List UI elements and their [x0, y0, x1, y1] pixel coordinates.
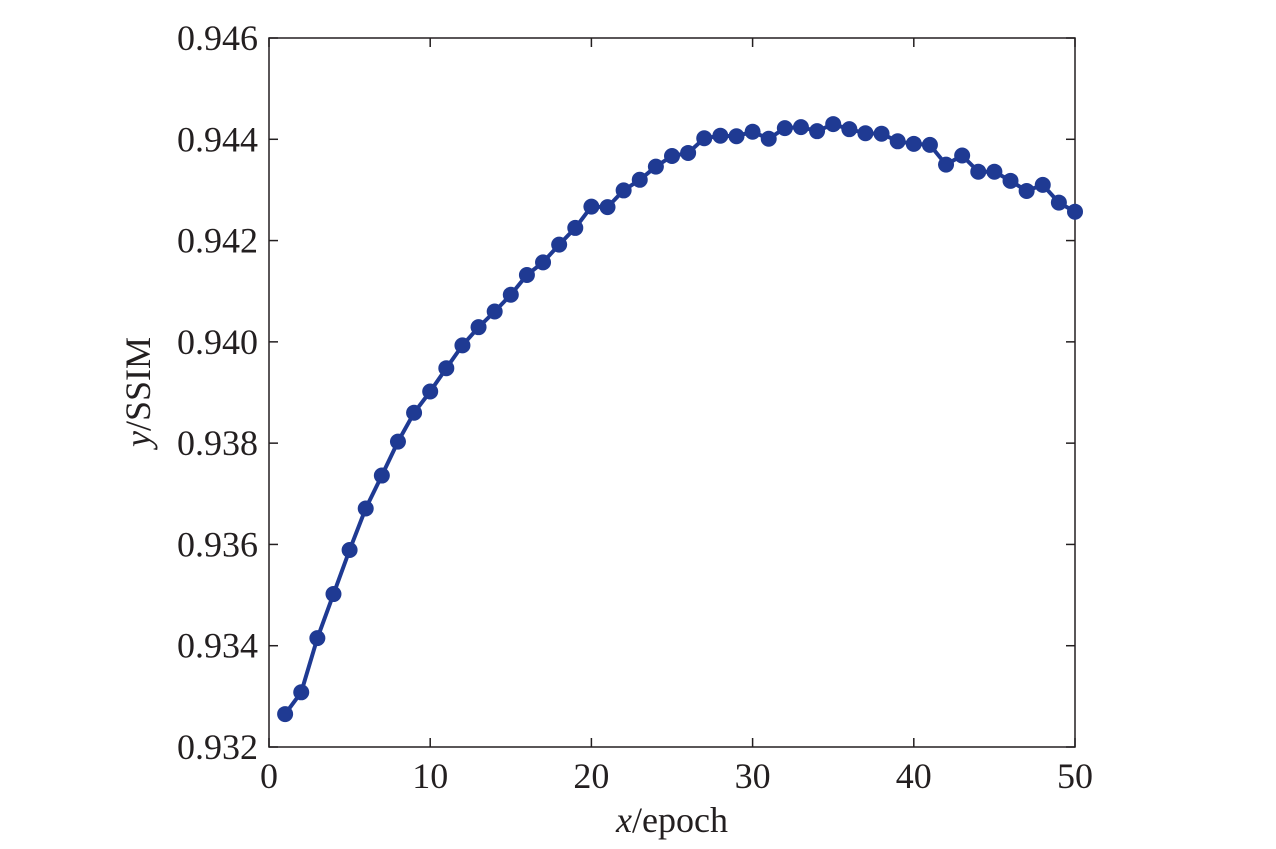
data-point — [647, 158, 664, 175]
data-point — [825, 116, 842, 133]
data-point — [744, 123, 761, 140]
data-point — [938, 156, 955, 173]
data-point — [1067, 203, 1083, 220]
data-point — [583, 198, 600, 215]
data-point — [325, 586, 342, 603]
data-point — [905, 135, 922, 152]
data-point — [760, 130, 777, 147]
x-tick-label: 0 — [260, 756, 278, 796]
data-point — [309, 630, 326, 647]
tick-labels: 0 10 20 30 40 50 0.932 0.934 0.936 0.938 0.940 0.94… — [177, 18, 1093, 796]
data-point — [551, 236, 568, 253]
data-point — [341, 541, 358, 558]
x-tick-label: 10 — [412, 756, 448, 796]
axis-ticks — [268, 37, 1076, 748]
series-line — [283, 122, 1076, 716]
y-tick-label: 0.946 — [177, 18, 258, 58]
data-point — [470, 319, 487, 336]
data-point — [680, 144, 697, 161]
data-point — [954, 147, 971, 164]
y-tick-label: 0.940 — [177, 322, 258, 362]
data-point — [696, 130, 713, 147]
x-tick-label: 20 — [573, 756, 609, 796]
data-point — [535, 254, 552, 271]
data-point — [857, 125, 874, 142]
data-point — [486, 303, 503, 320]
x-tick-label: 40 — [896, 756, 932, 796]
data-point — [277, 706, 294, 723]
data-point — [970, 163, 987, 180]
y-tick-label: 0.938 — [177, 423, 258, 463]
x-axis-label: x/epoch — [615, 800, 728, 840]
data-point — [776, 120, 793, 137]
data-point — [1034, 176, 1051, 193]
data-point — [406, 404, 423, 421]
data-point — [422, 383, 439, 400]
data-point — [599, 199, 616, 216]
data-point — [389, 433, 406, 450]
data-point — [357, 500, 374, 517]
data-point — [502, 286, 519, 303]
data-point — [1018, 182, 1035, 199]
data-point — [889, 133, 906, 150]
data-point — [615, 182, 632, 199]
y-axis-label: y/SSIM — [118, 337, 158, 450]
y-tick-label: 0.944 — [177, 119, 258, 159]
x-tick-label: 50 — [1057, 756, 1093, 796]
data-point — [454, 337, 471, 354]
plot-frame — [268, 37, 1076, 748]
data-point — [1050, 194, 1067, 211]
data-point — [373, 467, 390, 484]
data-point — [986, 163, 1003, 180]
data-point — [728, 128, 745, 145]
data-point — [841, 121, 858, 138]
data-point — [1002, 172, 1019, 189]
data-point — [792, 119, 809, 136]
data-point — [293, 684, 310, 701]
data-point — [438, 360, 455, 377]
y-tick-label: 0.932 — [177, 727, 258, 767]
x-tick-label: 30 — [735, 756, 771, 796]
y-tick-label: 0.936 — [177, 524, 258, 564]
y-tick-label: 0.942 — [177, 221, 258, 261]
y-tick-label: 0.934 — [177, 626, 258, 666]
data-point — [518, 267, 535, 284]
data-point — [567, 219, 584, 236]
data-point — [921, 136, 938, 153]
data-point — [631, 171, 648, 188]
data-point — [664, 147, 680, 164]
data-point — [873, 125, 890, 142]
data-point — [809, 123, 826, 140]
data-point — [712, 127, 729, 144]
series-markers — [277, 116, 1083, 723]
